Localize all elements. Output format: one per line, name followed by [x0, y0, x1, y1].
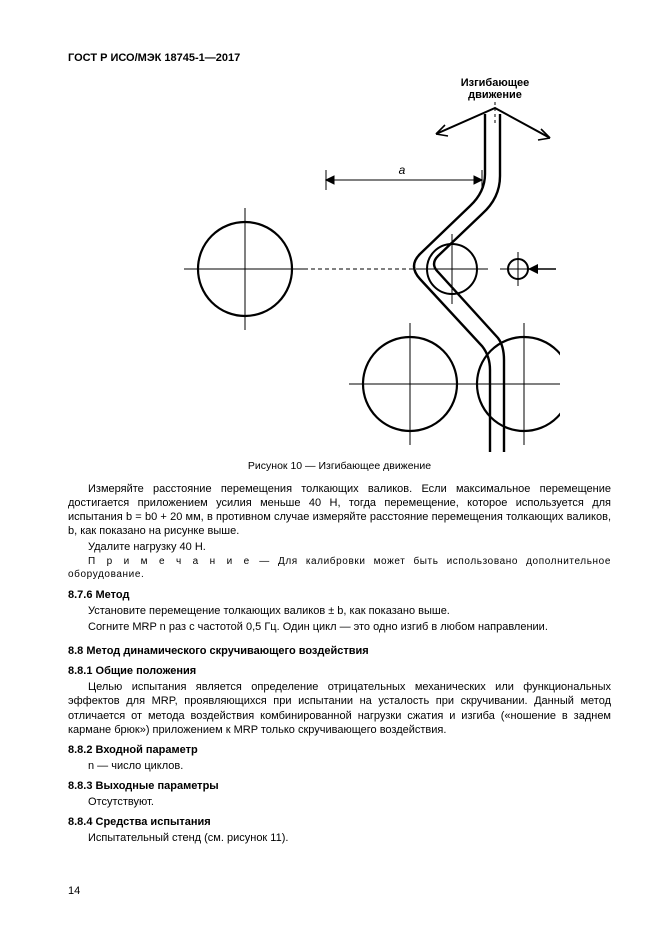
dimension-a-label: a — [398, 163, 405, 177]
figure-10: Изгибающее движение — [68, 74, 611, 454]
diagram-top-label-2: движение — [468, 89, 522, 101]
note: П р и м е ч а н и е — Для калибровки мож… — [68, 556, 611, 582]
section-876-p1: Установите перемещение толкающих валиков… — [68, 604, 611, 618]
section-881-p: Целью испытания является определение отр… — [68, 680, 611, 736]
note-label: П р и м е ч а н и е — [88, 556, 251, 567]
paragraph-remove-load: Удалите нагрузку 40 Н. — [68, 540, 611, 554]
document-id: ГОСТ Р ИСО/МЭК 18745-1—2017 — [68, 52, 611, 64]
section-883-p: Отсутствуют. — [68, 795, 611, 809]
section-884-p: Испытательный стенд (см. рисунок 11). — [68, 831, 611, 845]
section-882-p: n — число циклов. — [68, 759, 611, 773]
bending-diagram: Изгибающее движение — [120, 74, 560, 454]
figure-caption: Рисунок 10 — Изгибающее движение — [68, 460, 611, 472]
diagram-top-label-1: Изгибающее — [460, 77, 529, 89]
paragraph-measure: Измеряйте расстояние перемещения толкающ… — [68, 482, 611, 538]
section-881-title: 8.8.1 Общие положения — [68, 664, 611, 678]
section-883-title: 8.8.3 Выходные параметры — [68, 779, 611, 793]
section-884-title: 8.8.4 Средства испытания — [68, 815, 611, 829]
section-882-title: 8.8.2 Входной параметр — [68, 743, 611, 757]
section-876-p2: Согните MRP n раз с частотой 0,5 Гц. Оди… — [68, 620, 611, 634]
page-number: 14 — [68, 885, 80, 897]
section-876-title: 8.7.6 Метод — [68, 588, 611, 602]
section-88-title: 8.8 Метод динамического скручивающего во… — [68, 644, 611, 658]
page: ГОСТ Р ИСО/МЭК 18745-1—2017 Изгибающее д… — [0, 0, 661, 935]
